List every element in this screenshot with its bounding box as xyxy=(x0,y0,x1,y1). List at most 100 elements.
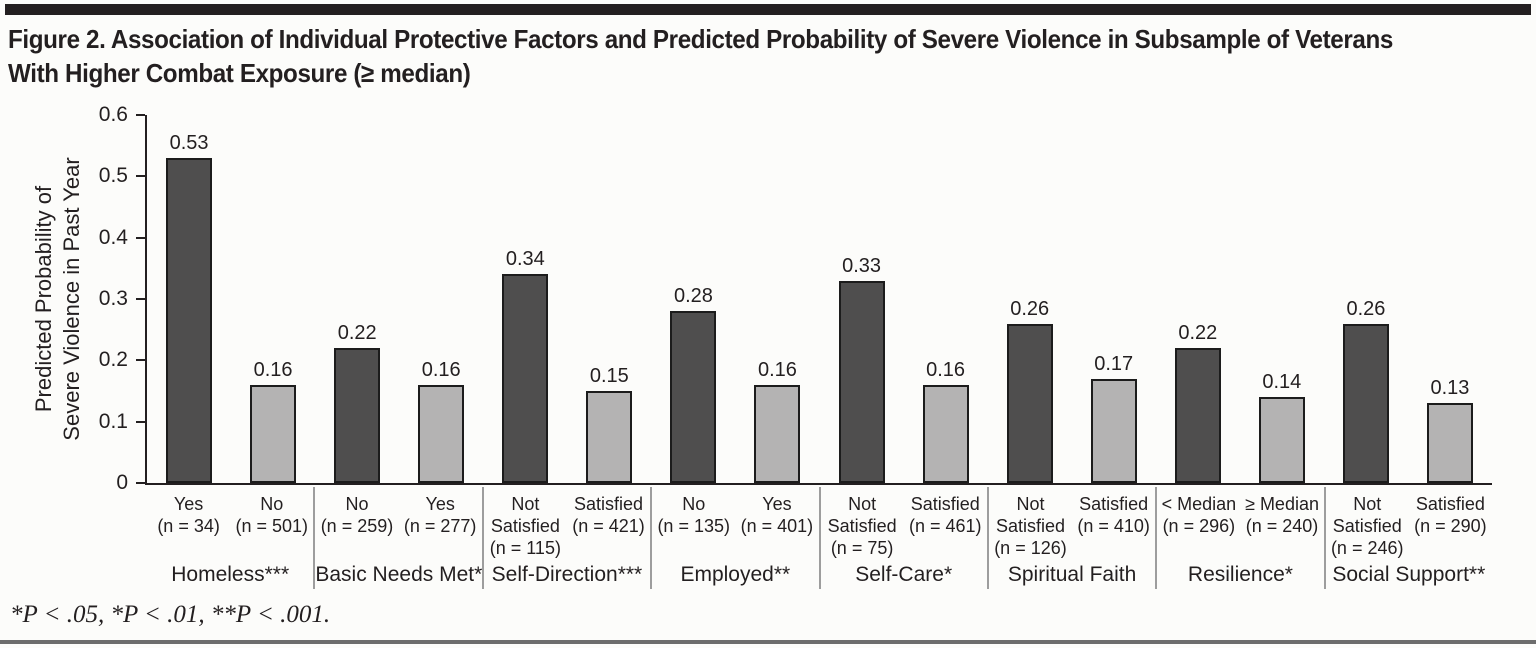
y-axis-tick-mark xyxy=(136,114,145,116)
factor-label-group: Not Satisfied (n = 75) Satisfied (n = 461) S… xyxy=(818,487,987,589)
bar-label: Not Satisfied (n = 246) xyxy=(1326,494,1409,560)
factor-name-label: Resilience* xyxy=(1187,563,1293,586)
factor-group: 0.26 0.13 xyxy=(1324,115,1492,483)
bar-n-label: (n = 410) xyxy=(1077,515,1150,536)
y-axis-title-line1: Predicted Probability of xyxy=(31,185,56,413)
bar-value-label: 0.17 xyxy=(1094,353,1134,375)
bar-value-label: 0.16 xyxy=(926,359,966,381)
bar-category-label: Yes xyxy=(173,494,204,514)
factor-group: 0.22 0.14 xyxy=(1156,115,1324,483)
bar-value-label: 0.53 xyxy=(169,132,209,154)
bar-chart: Predicted Probability of Severe Violence… xyxy=(0,95,1536,600)
bar-value-label: 0.26 xyxy=(1346,298,1386,320)
bar xyxy=(1258,397,1305,483)
bar xyxy=(670,311,717,483)
bar-labels-row: < Median (n = 296) ≥ Median (n = 240) xyxy=(1157,487,1323,538)
bar-category-label: Satisfied xyxy=(1079,494,1149,514)
factor-label-group: No (n = 259) Yes (n = 277) Basic Needs Met* xyxy=(313,487,482,589)
factor-label-group: Not Satisfied (n = 246) Satisfied (n = 290)… xyxy=(1323,487,1492,589)
y-axis-tick-label: 0.5 xyxy=(98,164,128,188)
bar-value-label: 0.16 xyxy=(757,359,797,381)
bar-slot: 0.26 xyxy=(988,115,1072,483)
y-axis-tick-label: 0.1 xyxy=(98,409,128,433)
bar-slot: 0.26 xyxy=(1324,115,1408,483)
bar xyxy=(334,348,381,483)
bar-category-label: Satisfied xyxy=(574,494,644,514)
bar-category-label: Not Satisfied xyxy=(995,494,1065,536)
bar-n-label: (n = 401) xyxy=(740,515,814,536)
bar-n-label: (n = 246) xyxy=(1330,537,1404,558)
y-axis-tick-label: 0 xyxy=(116,471,128,494)
bar-slot: 0.28 xyxy=(651,115,735,483)
bar-n-label: (n = 75) xyxy=(830,537,894,558)
factor-name-label: Self-Care* xyxy=(855,563,953,586)
y-axis-tick-label: 0.2 xyxy=(98,348,128,372)
factor-label-group: < Median (n = 296) ≥ Median (n = 240) Resili… xyxy=(1155,487,1323,589)
bar-labels-row: Not Satisfied (n = 246) Satisfied (n = 290) xyxy=(1326,487,1492,560)
bar-slot: 0.16 xyxy=(904,115,988,483)
factor-group: 0.53 0.16 xyxy=(147,115,315,483)
bar-category-label: No xyxy=(260,494,284,514)
bar xyxy=(250,385,297,483)
y-axis-tick-mark xyxy=(136,298,145,300)
y-axis-tick-label: 0.6 xyxy=(98,103,128,126)
factor-name-label: Homeless*** xyxy=(171,563,290,586)
y-axis-tick-mark xyxy=(136,175,145,178)
bar-label: Not Satisfied (n = 75) xyxy=(821,494,904,560)
bar xyxy=(166,158,213,483)
bar xyxy=(754,385,801,483)
bar-category-label: ≥ Median xyxy=(1245,494,1319,514)
bar-value-label: 0.14 xyxy=(1262,371,1302,393)
footnote: *P < .05, *P < .01, **P < .001. xyxy=(10,601,331,628)
factor-group: 0.34 0.15 xyxy=(483,115,651,483)
bar-slot: 0.34 xyxy=(483,115,567,483)
factor-name-label: Employed** xyxy=(680,563,791,586)
bottom-rule xyxy=(0,640,1536,644)
bar-labels-row: Not Satisfied (n = 115) Satisfied (n = 421) xyxy=(484,487,650,560)
factor-name-label: Social Support** xyxy=(1332,563,1486,586)
bar-value-label: 0.22 xyxy=(1178,322,1218,344)
bar xyxy=(502,274,549,483)
bar-n-label: (n = 277) xyxy=(403,515,477,536)
bar-label: No (n = 259) xyxy=(315,494,398,538)
y-axis-tick-mark xyxy=(136,359,145,362)
bar xyxy=(586,391,633,483)
bar-category-label: Not Satisfied xyxy=(827,494,897,536)
bar-n-label: (n = 34) xyxy=(157,515,220,536)
bar-category-label: No xyxy=(345,494,369,514)
bar-slot: 0.16 xyxy=(735,115,819,483)
factor-label-group: No (n = 135) Yes (n = 401) Employed** xyxy=(650,487,818,589)
bar-slot: 0.13 xyxy=(1408,115,1492,483)
bar-value-label: 0.34 xyxy=(505,248,545,270)
bar-category-label: < Median xyxy=(1161,494,1237,514)
y-axis-tick-label: 0.4 xyxy=(98,225,128,249)
bar-labels-row: Yes (n = 34) No (n = 501) xyxy=(147,487,313,538)
factor-label-group: Not Satisfied (n = 126) Satisfied (n = 410)… xyxy=(986,487,1155,589)
bar-label: No (n = 501) xyxy=(230,494,313,538)
bar-category-label: Not Satisfied xyxy=(490,494,560,536)
figure-title-line2: With Higher Combat Exposure (≥ median) xyxy=(8,58,471,88)
bar-n-label: (n = 296) xyxy=(1162,515,1236,536)
bar xyxy=(418,385,465,483)
bar-n-label: (n = 290) xyxy=(1414,515,1487,536)
y-axis-tick-mark xyxy=(136,420,145,423)
bar-slot: 0.53 xyxy=(147,115,231,483)
bar-value-label: 0.15 xyxy=(589,365,629,387)
bar xyxy=(1090,379,1137,483)
bar-label: Not Satisfied (n = 115) xyxy=(484,494,567,560)
bar-value-label: 0.13 xyxy=(1430,377,1470,399)
bar-n-label: (n = 501) xyxy=(235,515,309,536)
bar xyxy=(1342,324,1389,483)
factor-name-label: Self-Direction*** xyxy=(491,563,643,586)
figure-title: Figure 2. Association of Individual Prot… xyxy=(8,22,1393,90)
bar-value-label: 0.16 xyxy=(421,359,461,381)
bar-labels-row: No (n = 259) Yes (n = 277) xyxy=(315,487,481,538)
bar-value-label: 0.33 xyxy=(842,255,882,277)
bar-labels-row: Not Satisfied (n = 126) Satisfied (n = 410) xyxy=(989,487,1155,560)
bar-labels-row: No (n = 135) Yes (n = 401) xyxy=(652,487,818,538)
bar-label: Yes (n = 34) xyxy=(147,494,230,538)
y-axis-tick-mark xyxy=(136,482,145,484)
bar-slot: 0.22 xyxy=(315,115,399,483)
bar-label: Satisfied (n = 290) xyxy=(1409,494,1492,560)
